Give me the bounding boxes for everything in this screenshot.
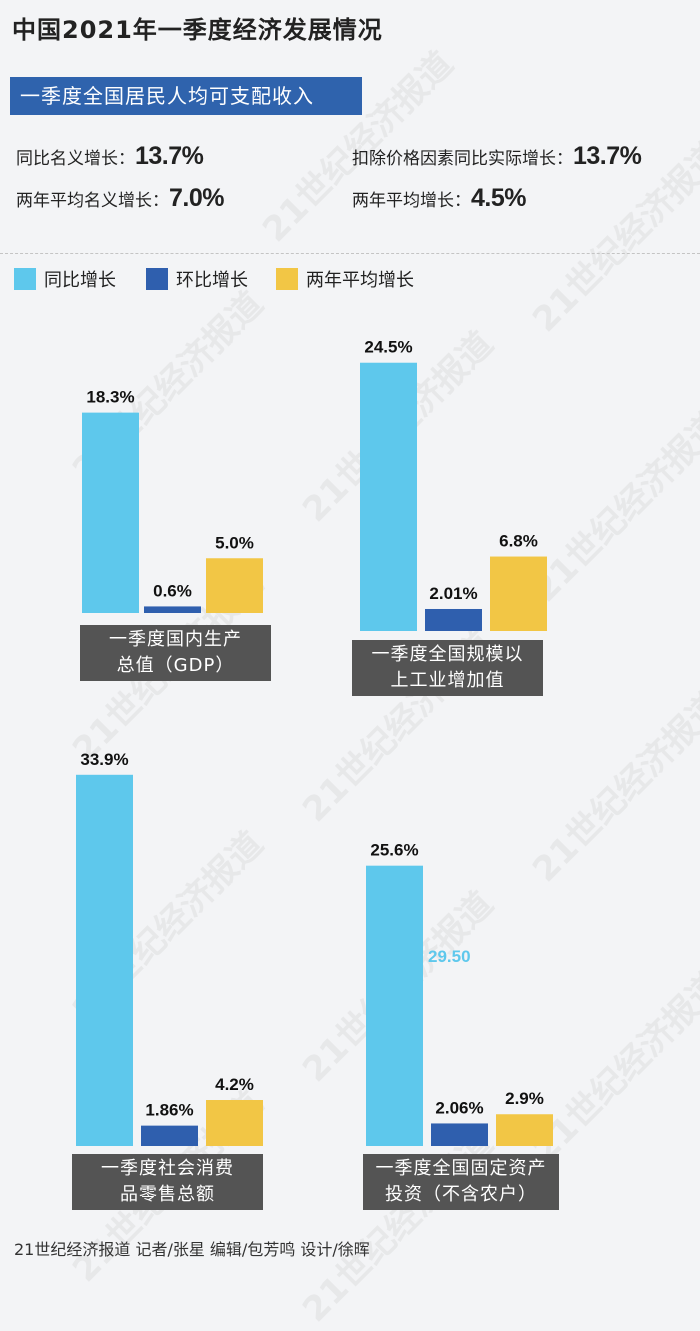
bar-1-1 <box>82 412 139 613</box>
category-label-gdp: 一季度国内生产 总值（GDP） <box>80 625 271 681</box>
bar-4-2 <box>431 1123 488 1146</box>
stat-label: 两年平均增长： <box>352 191 471 211</box>
stat-label: 两年平均名义增长： <box>16 191 169 211</box>
bar-charts: 18.3% 0.6% 5.0% 24.5% 2.01% 6.8% 33.9% 1.86% 4.2… <box>76 338 553 1146</box>
legend-label: 同比增长 <box>44 270 116 291</box>
category-label-line: 一季度全国规模以 <box>371 644 524 665</box>
stat-label: 扣除价格因素同比实际增长： <box>352 149 573 169</box>
credits-footer: 21世纪经济报道 记者/张星 编辑/包芳鸣 设计/徐晖 <box>14 1240 370 1259</box>
legend-item-yoy: 同比增长 <box>14 268 116 291</box>
legend-label: 环比增长 <box>176 270 248 291</box>
bar-4-1 <box>366 865 423 1146</box>
page-title: 中国2021年一季度经济发展情况 <box>12 16 383 44</box>
stat-two-year-nominal: 两年平均名义增长：7.0% <box>16 184 224 213</box>
stat-value: 7.0% <box>169 184 224 212</box>
stat-value: 13.7% <box>573 142 642 170</box>
legend-item-two-year: 两年平均增长 <box>276 268 414 291</box>
bar-value-label: 2.9% <box>505 1089 544 1108</box>
bar-value-label: 2.01% <box>429 584 477 603</box>
section-divider <box>0 253 700 254</box>
bar-4-3 <box>496 1114 553 1146</box>
bar-3-2 <box>141 1125 198 1146</box>
category-label-line: 一季度社会消费 <box>101 1158 234 1179</box>
chart-annotation: 29.50 <box>428 947 471 966</box>
bar-1-2 <box>144 606 201 613</box>
bar-2-2 <box>425 608 482 631</box>
bar-value-label: 0.6% <box>153 581 192 600</box>
bar-1-3 <box>206 558 263 613</box>
legend-label: 两年平均增长 <box>306 270 414 291</box>
category-label-industry: 一季度全国规模以 上工业增加值 <box>352 640 543 696</box>
category-label-line: 上工业增加值 <box>390 670 505 691</box>
stat-label: 同比名义增长： <box>16 149 135 169</box>
stat-real-yoy: 扣除价格因素同比实际增长：13.7% <box>352 142 642 171</box>
bar-value-label: 1.86% <box>145 1101 193 1120</box>
bar-2-1 <box>360 362 417 631</box>
legend-swatch <box>146 268 168 290</box>
category-label-line: 一季度国内生产 <box>109 629 242 650</box>
bar-value-label: 24.5% <box>364 338 412 357</box>
bar-value-label: 6.8% <box>499 532 538 551</box>
bar-value-label: 4.2% <box>215 1075 254 1094</box>
category-label-line: 总值（GDP） <box>116 655 235 676</box>
bar-value-label: 25.6% <box>370 841 418 860</box>
category-label-line: 投资（不含农户） <box>385 1184 537 1205</box>
category-label-investment: 一季度全国固定资产 投资（不含农户） <box>363 1154 559 1210</box>
income-banner: 一季度全国居民人均可支配收入 <box>10 77 362 115</box>
stat-value: 4.5% <box>471 184 526 212</box>
category-label-retail: 一季度社会消费 品零售总额 <box>72 1154 263 1210</box>
bar-2-3 <box>490 556 547 631</box>
bar-3-3 <box>206 1100 263 1146</box>
stat-nominal-yoy: 同比名义增长：13.7% <box>16 142 204 171</box>
bar-value-label: 5.0% <box>215 533 254 552</box>
stat-two-year-real: 两年平均增长：4.5% <box>352 184 526 213</box>
stat-value: 13.7% <box>135 142 204 170</box>
legend-swatch <box>276 268 298 290</box>
category-label-line: 一季度全国固定资产 <box>375 1158 547 1179</box>
bar-value-label: 33.9% <box>80 750 128 769</box>
bar-value-label: 18.3% <box>86 388 134 407</box>
bar-3-1 <box>76 774 133 1146</box>
bar-value-label: 2.06% <box>435 1098 483 1117</box>
legend-swatch <box>14 268 36 290</box>
category-label-line: 品零售总额 <box>120 1184 215 1205</box>
legend-item-qoq: 环比增长 <box>146 268 248 291</box>
